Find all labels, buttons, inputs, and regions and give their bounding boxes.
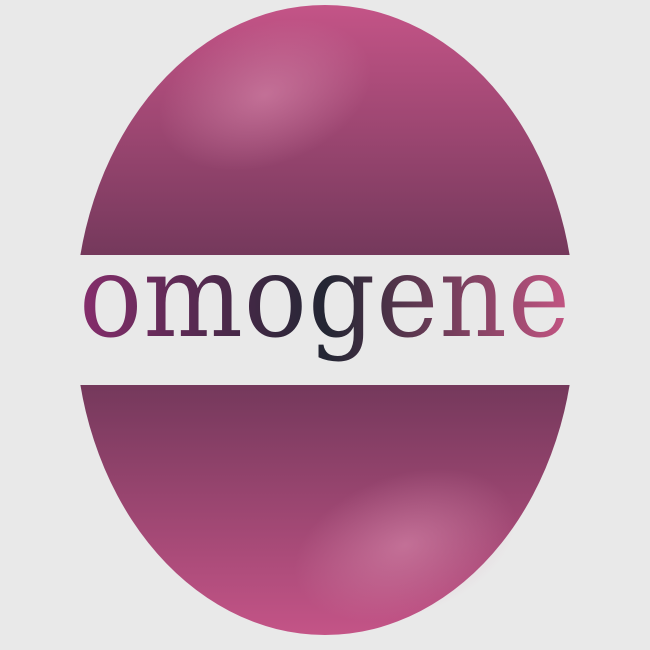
sphere-top-highlight bbox=[158, 19, 372, 171]
sphere-bottom-highlight bbox=[294, 468, 516, 622]
sphere-top-half bbox=[80, 5, 570, 255]
sphere-bottom-half bbox=[80, 385, 570, 635]
wordmark-text: omogene bbox=[79, 230, 571, 363]
